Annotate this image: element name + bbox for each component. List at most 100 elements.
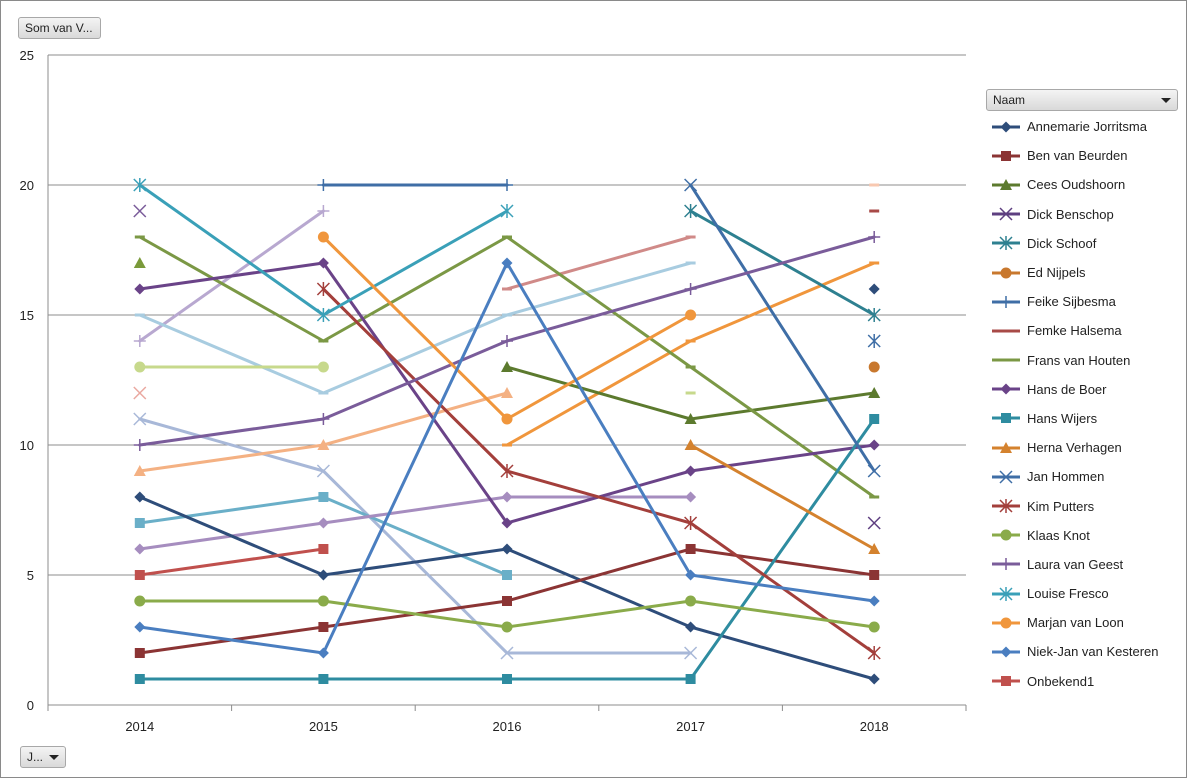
data-point	[500, 646, 514, 660]
series-line-segment	[138, 183, 325, 317]
series-18	[134, 257, 880, 659]
legend-marker	[999, 470, 1013, 484]
data-point	[868, 595, 880, 607]
series-line-segment	[505, 469, 693, 525]
series-line-segment	[138, 443, 325, 473]
data-point	[133, 335, 146, 347]
unlabeled-series-5	[134, 361, 329, 373]
series-11	[684, 439, 881, 554]
legend-marker	[999, 499, 1013, 514]
y-tick-label: 20	[20, 178, 34, 193]
axis-field-button[interactable]: J...	[20, 746, 66, 768]
series-line-segment	[321, 235, 509, 343]
series-line-segment	[689, 443, 876, 551]
data-point	[502, 596, 512, 606]
y-tick-label: 10	[20, 438, 34, 453]
legend-item: Hans Wijers	[988, 404, 1184, 433]
x-tick-label: 2014	[125, 719, 154, 734]
legend-item: Dick Schoof	[988, 229, 1184, 258]
unlabeled-series-8	[134, 492, 512, 580]
data-point	[684, 439, 697, 450]
series-line-segment	[138, 235, 325, 343]
data-point	[500, 464, 514, 478]
legend-swatch	[992, 529, 1020, 541]
legend-label: Dick Benschop	[1027, 206, 1114, 222]
series-line-segment	[689, 235, 876, 291]
legend-label: Hans de Boer	[1027, 381, 1107, 397]
y-tick-label: 5	[27, 568, 34, 583]
legend-label: Jan Hommen	[1027, 469, 1105, 485]
y-tick-label: 15	[20, 308, 34, 323]
series-6	[317, 179, 513, 191]
legend-label: Annemarie Jorritsma	[1027, 119, 1147, 135]
legend-label: Klaas Knot	[1027, 527, 1090, 543]
data-point	[500, 204, 514, 218]
series-line-segment	[138, 417, 325, 473]
legend-label: Ed Nijpels	[1027, 265, 1086, 281]
legend-item: Kim Putters	[988, 491, 1184, 520]
data-point	[501, 361, 513, 372]
data-point	[502, 674, 512, 684]
legend-item: Marjan van Loon	[988, 608, 1184, 637]
legend-item: Jan Hommen	[988, 462, 1184, 491]
legend-item: Frans van Houten	[988, 346, 1184, 375]
dropdown-arrow-icon	[49, 755, 59, 760]
legend-item: Dick Benschop	[988, 200, 1184, 229]
series-line-segment	[138, 261, 325, 291]
series-10	[134, 414, 880, 684]
axis-field-label: J...	[27, 750, 44, 764]
data-point	[868, 543, 881, 554]
legend-label: Cees Oudshoorn	[1027, 177, 1126, 193]
data-point	[317, 205, 330, 217]
series-line-segment	[505, 599, 693, 629]
series-line-segment	[321, 547, 509, 577]
data-point	[501, 387, 513, 398]
data-point	[133, 257, 146, 268]
data-point	[501, 543, 513, 555]
legend-marker	[1000, 383, 1012, 395]
legend-marker	[1000, 617, 1012, 629]
x-tick-label: 2016	[493, 719, 522, 734]
value-field-button[interactable]: Som van V...	[18, 17, 101, 39]
data-point	[134, 570, 145, 580]
chart-legend: Annemarie Jorritsma Ben van Beurden Cees O…	[988, 112, 1184, 696]
series-line-segment	[689, 599, 876, 629]
data-point	[134, 283, 146, 295]
legend-item: Onbekend1	[988, 667, 1184, 696]
data-point	[133, 412, 147, 426]
legend-label: Ben van Beurden	[1027, 148, 1128, 164]
legend-item: Femke Halsema	[988, 316, 1184, 345]
data-point	[501, 179, 513, 191]
data-point	[317, 231, 329, 243]
legend-marker	[1000, 121, 1012, 133]
legend-marker	[1000, 529, 1012, 541]
legend-item: Laura van Geest	[988, 550, 1184, 579]
series-line-segment	[321, 599, 509, 629]
legend-swatch	[992, 383, 1020, 395]
legend-label: Kim Putters	[1027, 498, 1095, 514]
series-line-segment	[505, 235, 693, 291]
data-point	[501, 621, 513, 633]
legend-field-button[interactable]: Naam	[986, 89, 1178, 111]
legend-label: Laura van Geest	[1027, 556, 1124, 572]
data-point	[317, 569, 329, 581]
series-13	[316, 282, 881, 660]
legend-marker	[1000, 558, 1012, 571]
series-line-segment	[689, 183, 876, 473]
data-point	[684, 413, 697, 424]
series-line-segment	[138, 495, 325, 525]
series-line-segment	[689, 261, 876, 343]
legend-label: Marjan van Loon	[1027, 615, 1124, 631]
data-point	[134, 361, 146, 373]
data-point	[317, 179, 330, 191]
legend-label: Louise Fresco	[1027, 586, 1109, 602]
legend-swatch	[992, 646, 1020, 658]
legend-swatch	[992, 358, 1020, 362]
legend-item: Louise Fresco	[988, 579, 1184, 608]
series-line-segment	[321, 391, 509, 447]
data-point	[685, 544, 696, 554]
data-point	[134, 595, 146, 607]
series-line-segment	[505, 287, 693, 343]
series-line-segment	[321, 339, 509, 421]
